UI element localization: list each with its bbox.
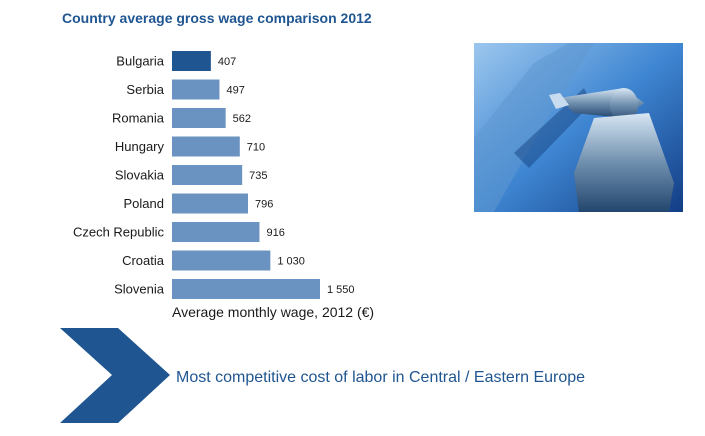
bar-slovakia — [172, 165, 243, 185]
value-label: 562 — [233, 113, 251, 125]
value-label: 1 550 — [327, 284, 355, 296]
x-axis-label: Average monthly wage, 2012 (€) — [172, 304, 375, 320]
chevron-right-icon — [60, 328, 170, 423]
bar-czech-republic — [172, 222, 260, 242]
tagline: Most competitive cost of labor in Centra… — [176, 369, 586, 386]
category-label: Poland — [124, 196, 164, 211]
category-label: Slovakia — [115, 168, 165, 183]
category-label: Czech Republic — [73, 225, 165, 240]
value-label: 497 — [226, 85, 244, 97]
category-label: Hungary — [115, 139, 165, 154]
category-label: Bulgaria — [116, 54, 164, 69]
bar-hungary — [172, 136, 240, 157]
category-label: Croatia — [122, 253, 165, 268]
bar-croatia — [172, 250, 271, 271]
category-label: Serbia — [126, 82, 164, 97]
category-label: Slovenia — [114, 282, 165, 297]
chart-title: Country average gross wage comparison 20… — [62, 10, 372, 26]
value-label: 916 — [266, 227, 284, 239]
statue-photo — [474, 43, 683, 212]
bar-romania — [172, 108, 226, 128]
bar-slovenia — [172, 279, 320, 299]
value-label: 407 — [218, 56, 236, 68]
bar-serbia — [172, 79, 220, 100]
category-label: Romania — [112, 111, 165, 126]
value-label: 796 — [255, 199, 273, 211]
bar-poland — [172, 193, 249, 214]
value-label: 1 030 — [277, 256, 305, 268]
value-label: 735 — [249, 170, 267, 182]
bar-bulgaria — [172, 51, 211, 71]
value-label: 710 — [247, 142, 265, 154]
